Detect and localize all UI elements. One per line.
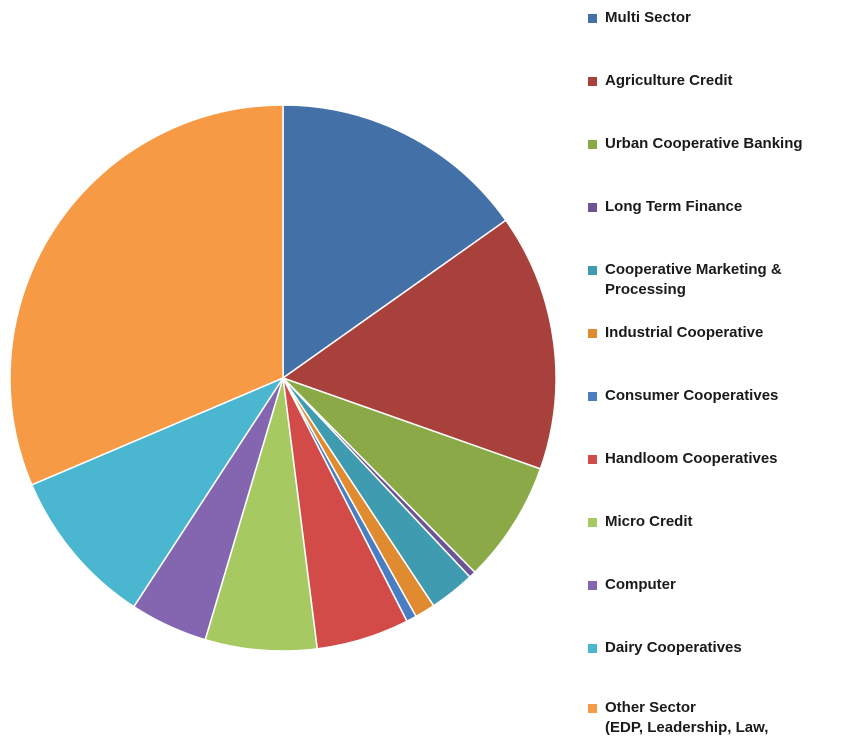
legend-item: Cooperative Marketing & Processing — [588, 260, 841, 300]
legend-label: Multi Sector — [605, 9, 691, 26]
legend-label: Agriculture Credit — [605, 72, 733, 89]
legend-swatch — [588, 329, 597, 338]
pie-chart — [9, 104, 557, 652]
pie-slice-0 — [282, 104, 507, 380]
legend-swatch — [588, 392, 597, 401]
legend-label: Computer — [605, 576, 676, 593]
legend-item: Long Term Finance — [588, 197, 841, 217]
legend-label: Industrial Cooperative — [605, 324, 764, 341]
legend-label: Long Term Finance — [605, 198, 743, 215]
pie-slice-11 — [9, 104, 284, 486]
legend-item: Handloom Cooperatives — [588, 449, 841, 469]
legend-swatch — [588, 266, 597, 275]
legend-item: Multi Sector — [588, 8, 841, 28]
legend-swatch — [588, 581, 597, 590]
legend-label: Urban Cooperative Banking — [605, 135, 803, 152]
legend-swatch — [588, 203, 597, 212]
legend-item: Other Sector (EDP, Leadership, Law, — [588, 698, 841, 738]
legend-label: Micro Credit — [605, 513, 693, 530]
legend-item: Dairy Cooperatives — [588, 638, 841, 658]
legend-label: Other Sector (EDP, Leadership, Law, — [605, 699, 769, 736]
legend-swatch — [588, 14, 597, 23]
legend-label: Cooperative Marketing & Processing — [605, 261, 782, 298]
pie-slice-8 — [204, 377, 319, 652]
legend-label: Dairy Cooperatives — [605, 639, 742, 656]
legend-item: Micro Credit — [588, 512, 841, 532]
legend-swatch — [588, 455, 597, 464]
legend-swatch — [588, 644, 597, 653]
legend-swatch — [588, 77, 597, 86]
pie-slice-2 — [282, 377, 542, 574]
legend-item: Urban Cooperative Banking — [588, 134, 841, 154]
legend-swatch — [588, 518, 597, 527]
pie-slice-1 — [281, 219, 557, 470]
legend-item: Agriculture Credit — [588, 71, 841, 91]
legend-swatch — [588, 704, 597, 713]
legend-label: Consumer Cooperatives — [605, 387, 779, 404]
pie-slice-10 — [30, 376, 285, 608]
legend-label: Handloom Cooperatives — [605, 450, 778, 467]
legend-item: Consumer Cooperatives — [588, 386, 841, 406]
legend-item: Computer — [588, 575, 841, 595]
legend-item: Industrial Cooperative — [588, 323, 841, 343]
legend-swatch — [588, 140, 597, 149]
